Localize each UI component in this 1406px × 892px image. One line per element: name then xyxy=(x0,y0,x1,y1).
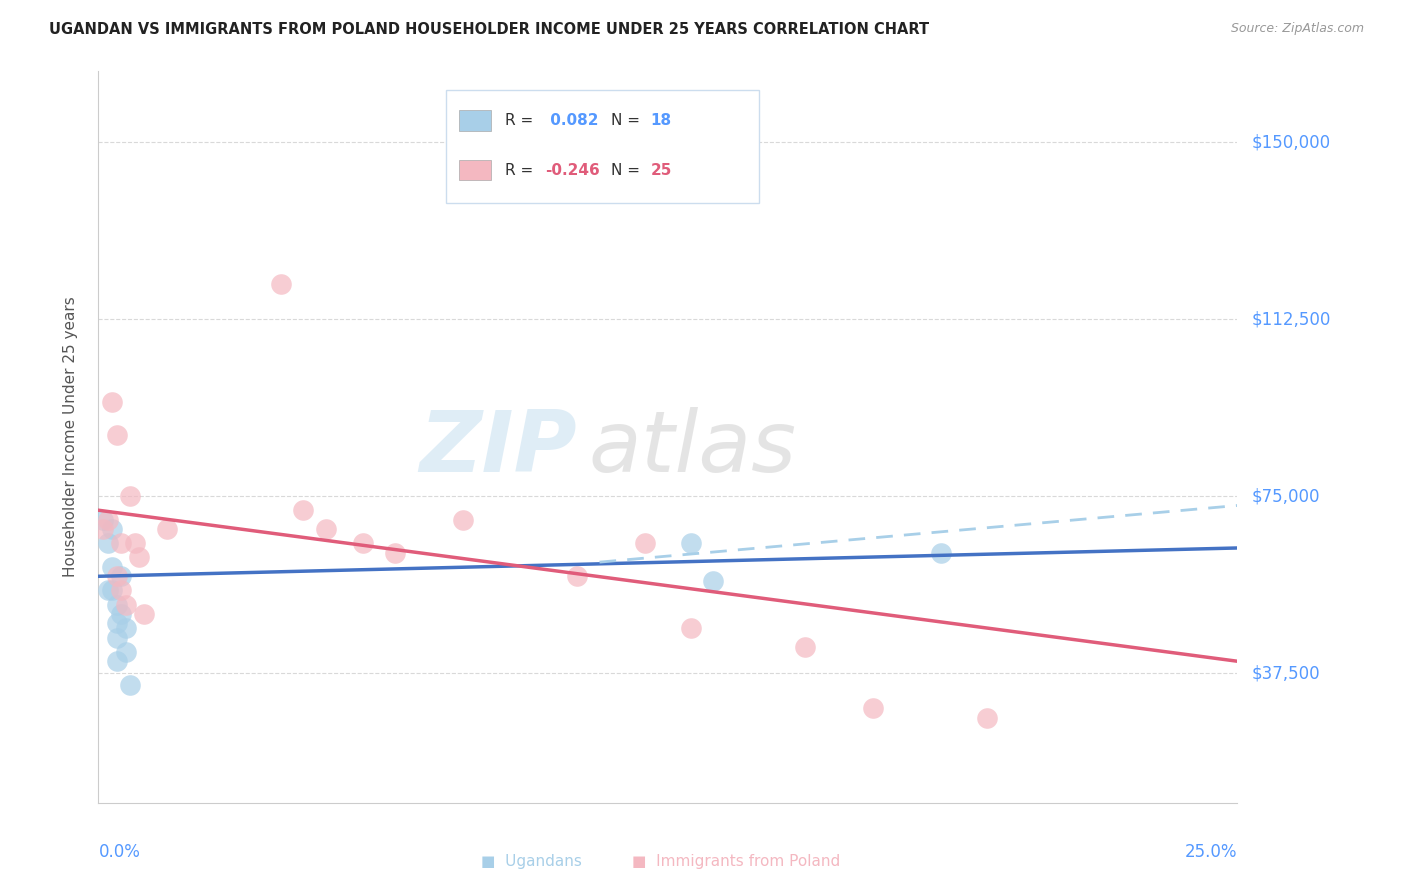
Point xyxy=(105,654,128,668)
Text: 25: 25 xyxy=(651,162,672,178)
Point xyxy=(352,536,374,550)
Point xyxy=(110,607,132,621)
Point xyxy=(105,569,128,583)
Point xyxy=(114,645,136,659)
Text: 25.0%: 25.0% xyxy=(1185,843,1237,861)
Point xyxy=(292,503,315,517)
Point xyxy=(114,621,136,635)
Point xyxy=(105,427,128,442)
Point xyxy=(101,583,124,598)
Point xyxy=(105,631,128,645)
Text: atlas: atlas xyxy=(588,407,796,490)
Text: UGANDAN VS IMMIGRANTS FROM POLAND HOUSEHOLDER INCOME UNDER 25 YEARS CORRELATION : UGANDAN VS IMMIGRANTS FROM POLAND HOUSEH… xyxy=(49,22,929,37)
Point xyxy=(105,616,128,631)
Text: N =: N = xyxy=(612,162,645,178)
Point xyxy=(315,522,337,536)
Point xyxy=(634,536,657,550)
Point xyxy=(110,583,132,598)
Point xyxy=(679,536,702,550)
Text: $112,500: $112,500 xyxy=(1251,310,1330,328)
Point xyxy=(679,621,702,635)
Point xyxy=(702,574,724,588)
Text: -0.246: -0.246 xyxy=(546,162,599,178)
Point xyxy=(565,569,588,583)
Text: ■  Immigrants from Poland: ■ Immigrants from Poland xyxy=(633,854,841,869)
Point xyxy=(929,546,952,560)
Text: ZIP: ZIP xyxy=(419,407,576,490)
Point xyxy=(101,559,124,574)
Point xyxy=(91,522,114,536)
Point xyxy=(91,513,114,527)
Text: R =: R = xyxy=(505,113,538,128)
Point xyxy=(96,536,118,550)
Point xyxy=(120,489,142,503)
Point xyxy=(270,277,292,291)
Point xyxy=(156,522,179,536)
Point xyxy=(96,513,118,527)
Point xyxy=(862,701,884,715)
Bar xyxy=(460,160,491,180)
Text: 0.0%: 0.0% xyxy=(98,843,141,861)
Point xyxy=(976,711,998,725)
Point xyxy=(451,513,474,527)
Point xyxy=(110,536,132,550)
Text: ■  Ugandans: ■ Ugandans xyxy=(481,854,582,869)
Y-axis label: Householder Income Under 25 years: Householder Income Under 25 years xyxy=(63,297,77,577)
Point xyxy=(793,640,815,654)
Point xyxy=(110,569,132,583)
Point xyxy=(114,598,136,612)
Bar xyxy=(460,110,491,130)
Point xyxy=(101,522,124,536)
Point xyxy=(96,583,118,598)
Point xyxy=(132,607,155,621)
Point xyxy=(101,394,124,409)
Text: 18: 18 xyxy=(651,113,672,128)
Text: $150,000: $150,000 xyxy=(1251,133,1330,151)
Text: R =: R = xyxy=(505,162,538,178)
Point xyxy=(128,550,150,565)
Text: $75,000: $75,000 xyxy=(1251,487,1320,505)
Point xyxy=(105,598,128,612)
FancyBboxPatch shape xyxy=(446,90,759,203)
Point xyxy=(120,678,142,692)
Text: Source: ZipAtlas.com: Source: ZipAtlas.com xyxy=(1230,22,1364,36)
Text: $37,500: $37,500 xyxy=(1251,664,1320,682)
Text: 0.082: 0.082 xyxy=(546,113,599,128)
Point xyxy=(124,536,146,550)
Point xyxy=(384,546,406,560)
Text: N =: N = xyxy=(612,113,645,128)
